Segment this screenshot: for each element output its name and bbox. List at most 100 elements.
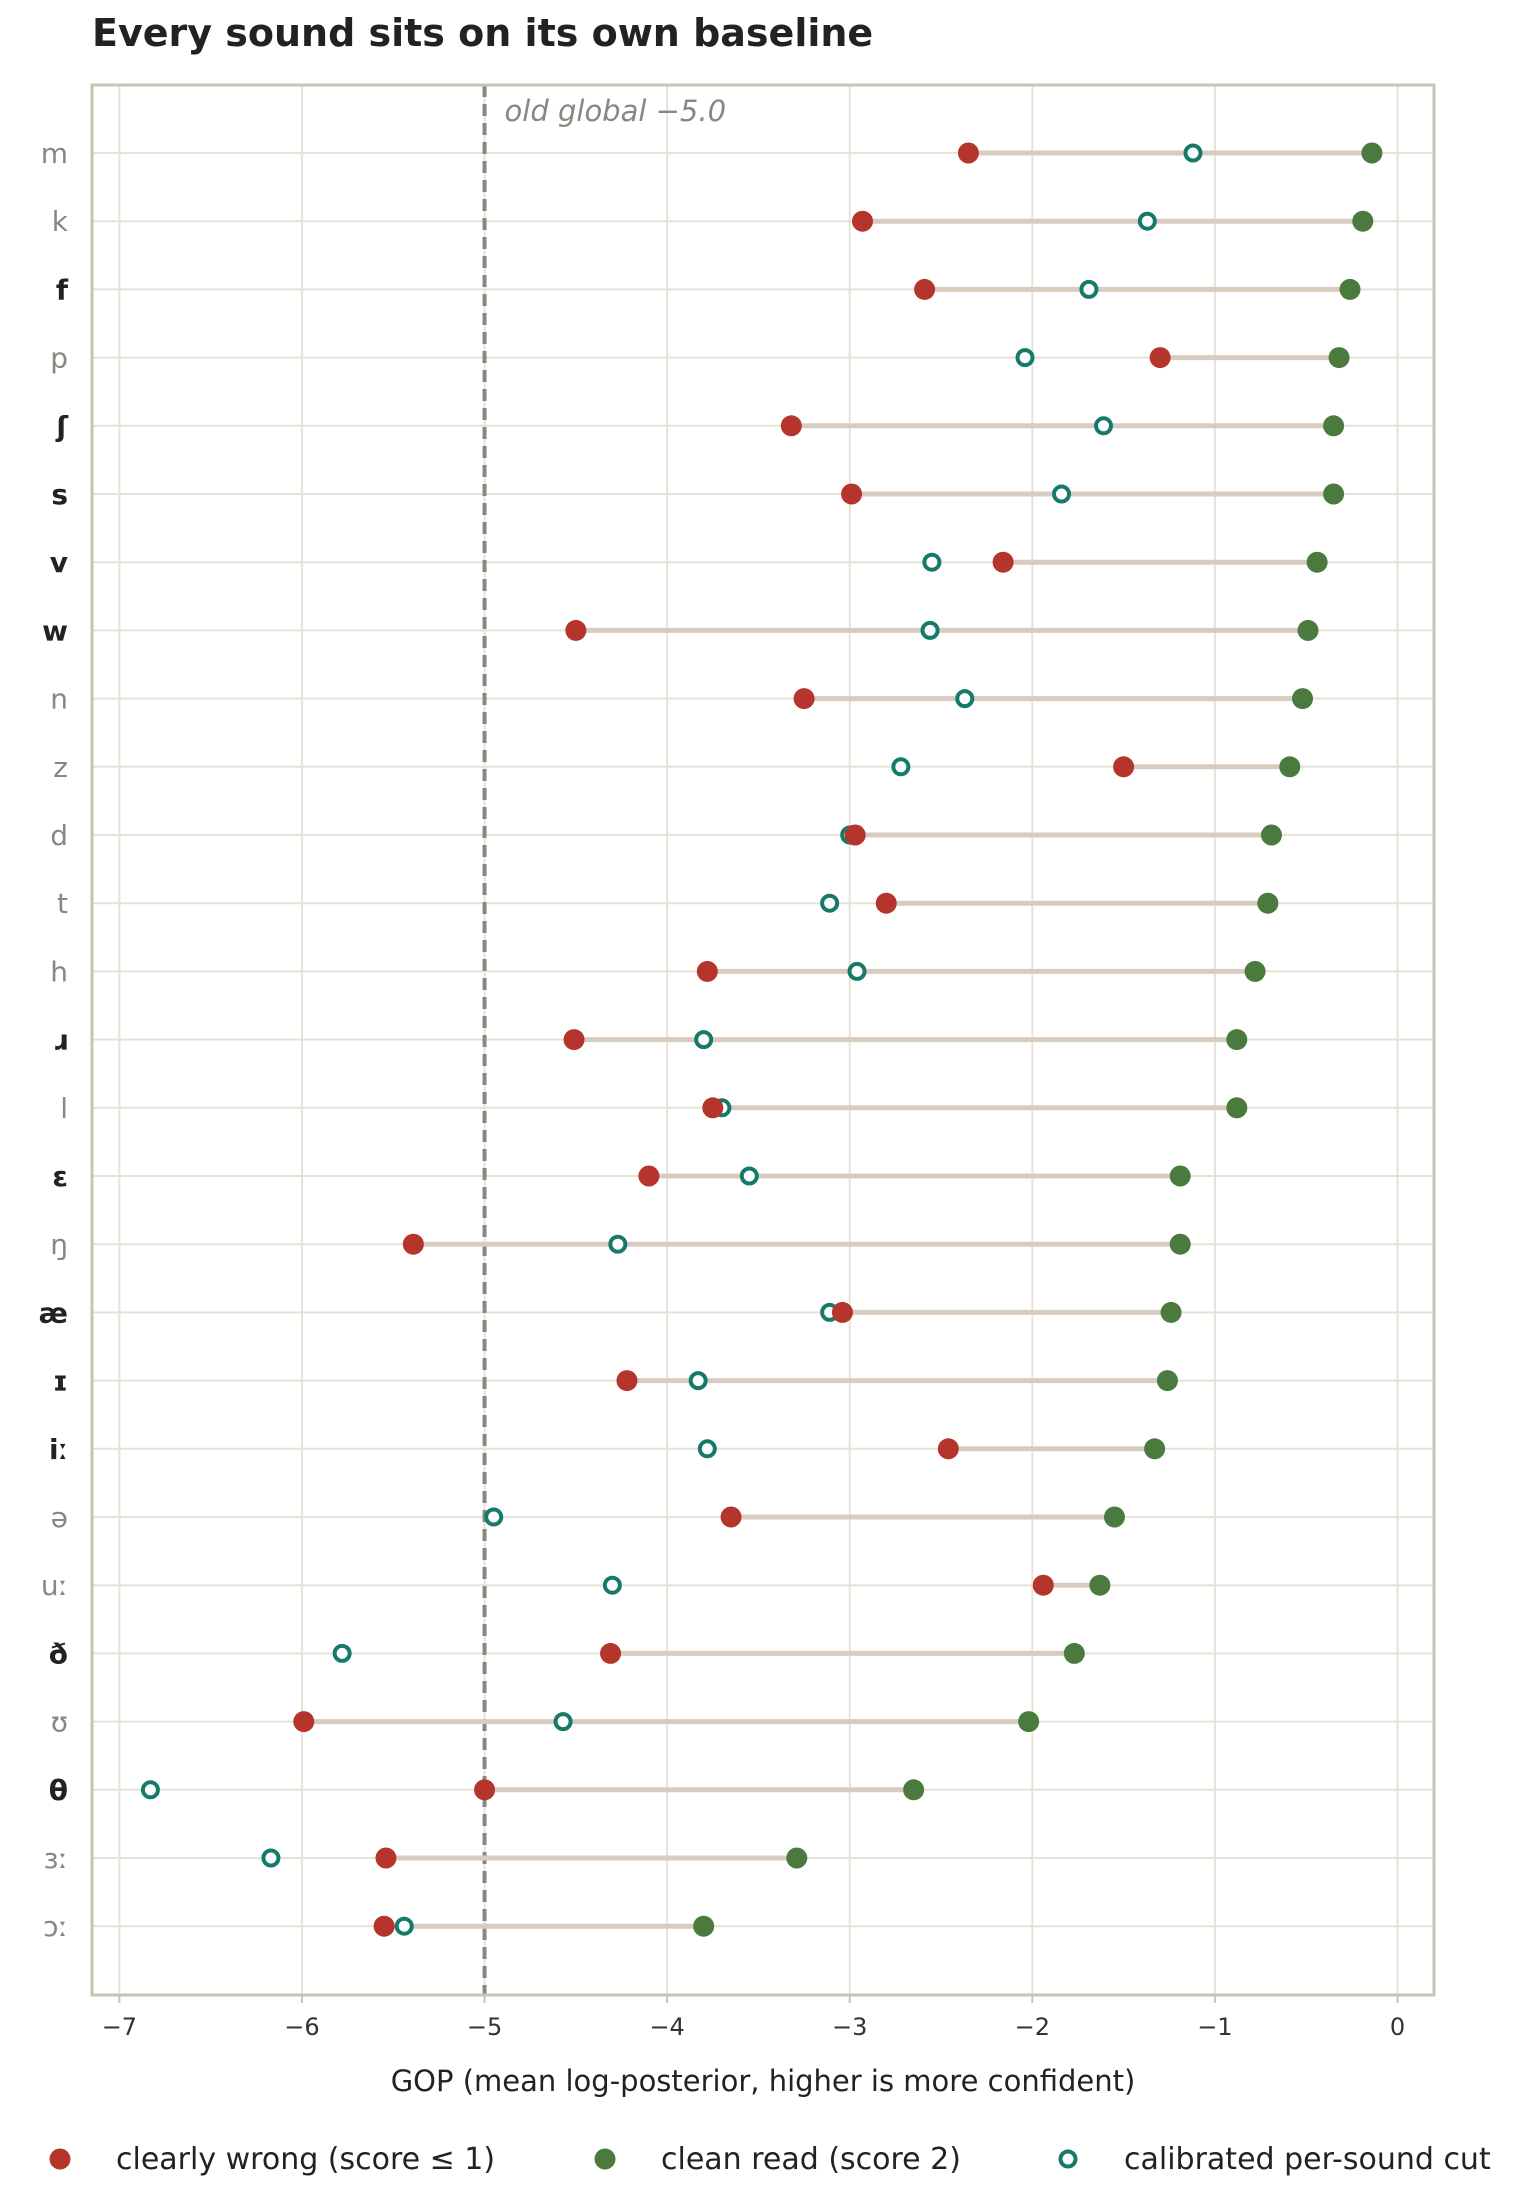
y-tick-label: ʊ: [51, 1706, 68, 1739]
y-tick-label: v: [50, 546, 68, 579]
cut-point: [332, 1643, 352, 1663]
cut-point: [739, 1166, 759, 1186]
reference-line-label: old global −5.0: [505, 94, 727, 128]
clean-point: [1169, 1165, 1191, 1187]
cut-point: [1183, 143, 1203, 163]
y-tick-label: ɜː: [44, 1842, 68, 1875]
clean-point: [1260, 824, 1282, 846]
cut-point: [140, 1780, 160, 1800]
y-tick-label: ʃ: [55, 410, 69, 443]
cut-point: [1052, 484, 1072, 504]
cut-point: [697, 1439, 717, 1459]
wrong-point: [600, 1642, 622, 1664]
cut-point: [955, 689, 975, 709]
cut-point: [694, 1030, 714, 1050]
wrong-point: [780, 415, 802, 437]
cut-point: [608, 1234, 628, 1254]
wrong-point: [565, 619, 587, 641]
clean-point: [1103, 1506, 1125, 1528]
y-tick-label: ɔː: [43, 1910, 68, 1943]
cut-point: [484, 1507, 504, 1527]
wrong-point: [914, 278, 936, 300]
y-tick-label: d: [50, 819, 68, 852]
clean-point: [1244, 960, 1266, 982]
reference-line-group: old global −5.0: [482, 85, 727, 1995]
wrong-point: [992, 551, 1014, 573]
y-tick-label: t: [57, 887, 68, 920]
wrong-point: [696, 960, 718, 982]
clean-point: [1339, 278, 1361, 300]
clean-point: [1063, 1642, 1085, 1664]
y-tick-label: s: [51, 478, 68, 511]
cut-point: [891, 757, 911, 777]
clean-point: [1226, 1029, 1248, 1051]
y-tick-label: θ: [49, 1774, 68, 1807]
cut-point: [688, 1371, 708, 1391]
x-tick-label: −7: [102, 2013, 137, 2041]
y-tick-label: l: [60, 1092, 68, 1125]
clean-point: [1156, 1370, 1178, 1392]
clean-point: [786, 1847, 808, 1869]
clean-point: [1306, 551, 1328, 573]
x-tick-label: −4: [649, 2013, 684, 2041]
y-tick-label: ð: [49, 1637, 68, 1670]
cut-point: [922, 552, 942, 572]
y-tick-label: h: [50, 955, 68, 988]
y-tick-label: ɹ: [53, 1024, 68, 1057]
cut-point: [1137, 211, 1157, 231]
cut-point: [1094, 416, 1114, 436]
y-tick-label: ŋ: [50, 1228, 68, 1261]
clean-point: [1292, 688, 1314, 710]
y-tick-label: m: [41, 137, 68, 170]
clean-point: [1361, 142, 1383, 164]
y-axis-labels: m k f p ʃ s v w n z d t h ɹ l ɛ ŋ æ ɪ iː ə uː ð ʊ θ ɜː ɔː: [39, 137, 70, 1943]
wrong-point: [474, 1779, 496, 1801]
clean-point: [1169, 1233, 1191, 1255]
wrong-point: [831, 1301, 853, 1323]
clean-point: [1144, 1438, 1166, 1460]
legend-label-wrong: clearly wrong (score ≤ 1): [116, 2142, 495, 2177]
clean-point: [1297, 619, 1319, 641]
x-tick-label: −1: [1197, 2013, 1232, 2041]
wrong-point: [402, 1233, 424, 1255]
legend: clearly wrong (score ≤ 1) clean read (sco…: [49, 2142, 1491, 2177]
y-tick-label: n: [50, 683, 68, 716]
x-axis-ticks: −7 −6 −5 −4 −3 −2 −1 0: [102, 1995, 1405, 2041]
legend-label-cut: calibrated per-sound cut: [1124, 2142, 1491, 2177]
x-tick-label: 0: [1390, 2013, 1405, 2041]
y-tick-label: k: [52, 205, 69, 238]
clean-markers: [693, 142, 1383, 1937]
wrong-markers: [293, 142, 1171, 1937]
legend-marker-clean: [594, 2148, 616, 2170]
cut-markers: [140, 143, 1203, 1936]
cut-point: [394, 1916, 414, 1936]
wrong-point: [793, 688, 815, 710]
clean-point: [1279, 756, 1301, 778]
y-tick-label: ɛ: [52, 1160, 68, 1193]
clean-point: [1323, 483, 1345, 505]
legend-marker-wrong: [49, 2148, 71, 2170]
wrong-point: [852, 210, 874, 232]
clean-point: [1018, 1711, 1040, 1733]
wrong-point: [937, 1438, 959, 1460]
cut-point: [1015, 348, 1035, 368]
wrong-point: [1149, 347, 1171, 369]
clean-point: [1352, 210, 1374, 232]
x-tick-label: −2: [1015, 2013, 1050, 2041]
cut-point: [553, 1712, 573, 1732]
x-tick-label: −6: [284, 2013, 319, 2041]
clean-point: [1328, 347, 1350, 369]
cut-point: [261, 1848, 281, 1868]
cut-point: [602, 1575, 622, 1595]
y-tick-label: uː: [41, 1569, 68, 1602]
x-tick-label: −3: [832, 2013, 867, 2041]
wrong-point: [720, 1506, 742, 1528]
clean-point: [1257, 892, 1279, 914]
wrong-point: [563, 1029, 585, 1051]
y-tick-label: w: [42, 614, 68, 647]
wrong-point: [638, 1165, 660, 1187]
cut-point: [820, 893, 840, 913]
chart-title: Every sound sits on its own baseline: [92, 11, 873, 55]
wrong-point: [875, 892, 897, 914]
